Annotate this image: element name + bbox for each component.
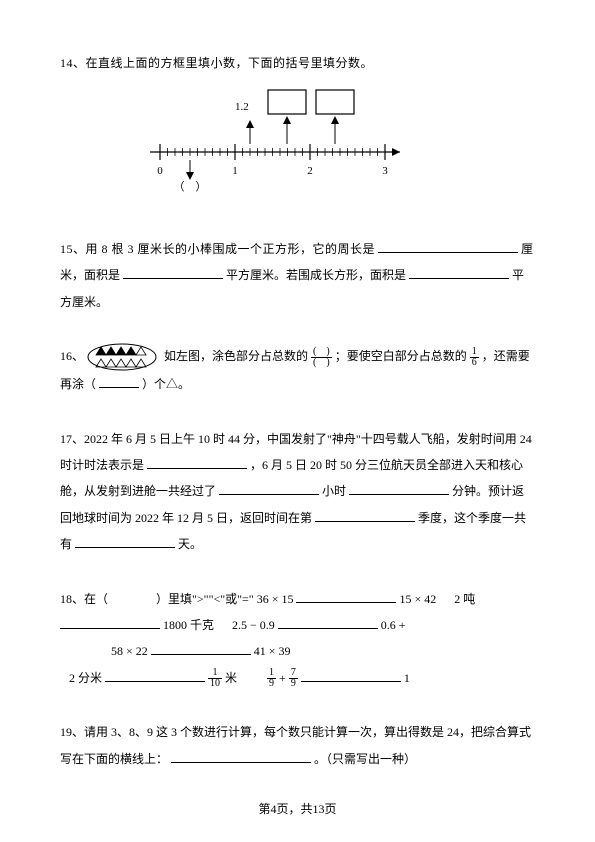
q17-blank-1[interactable] [147,455,247,469]
question-15: 15、用 8 根 3 厘米长的小棒围成一个正方形，它的周长是 厘米，面积是 平方… [60,236,535,315]
q17-c: 小时 [322,484,346,498]
q18-blank-3[interactable] [151,641,251,655]
q18-i5-frac2: 79 [289,668,298,689]
q18-blank-1[interactable] [60,615,160,629]
q16-suffix: ）个△。 [142,377,190,391]
q15-blank-2[interactable] [123,265,223,279]
svg-text:3: 3 [382,165,388,177]
q18-i3r: 41 × 39 [254,644,291,658]
q18-prefix: 18、在（ ）里填">""<"或"=" [60,592,254,606]
q18-i1l: 2 吨 [454,592,475,606]
q15-blank-1[interactable] [378,239,518,253]
triangles-diagram [87,343,157,371]
q15-a: 15、用 8 根 3 厘米长的小棒围成一个正方形，它的周长是 [60,242,375,256]
question-19: 19、请用 3、8、9 这 3 个数进行计算，每个数只能计算一次，算出得数是 2… [60,719,535,772]
q17-f: 天。 [178,537,202,551]
q18-blank-2[interactable] [278,615,378,629]
q18-i2l: 2.5 − 0.9 [232,618,275,632]
question-18: 18、在（ ）里填">""<"或"=" 36 × 15 15 × 42 2 吨 … [60,586,535,692]
q19-blank[interactable] [171,749,311,763]
number-line-diagram: 0 1 2 3 1.2 （ ） [140,82,420,192]
q16-m1: 如左图，涂色部分占总数的 [164,349,308,363]
page-footer: 第4页，共13页 [0,796,595,822]
svg-text:0: 0 [157,165,163,177]
q18-i2r: 0.6 + [381,618,406,632]
q16-prefix: 16、 [60,349,84,363]
q17-blank-5[interactable] [75,534,175,548]
q18-i4l: 2 分米 [69,671,102,685]
q18-i1r: 1800 千克 [163,618,214,632]
q18-blank-5[interactable] [301,668,401,682]
q15-u2: 平方厘米。若围成长方形，面积是 [226,268,406,282]
q18-blank-0[interactable] [296,589,396,603]
question-16: 16、 如左图，涂色部分占总数的 ( )( ) ；要使空白部分占总数的 16 ，… [60,343,535,398]
footer-page: 第4页， [258,802,300,816]
svg-text:1: 1 [232,165,238,177]
q18-i4-frac: 110 [208,668,222,689]
q18-blank-4[interactable] [105,668,205,682]
q18-i5-frac1: 19 [267,668,276,689]
q19-b: 。（只需写出一种） [314,752,416,766]
q18-i5-plus: + [279,671,289,685]
q18-i0r: 15 × 42 [399,592,436,606]
q15-blank-3[interactable] [409,265,509,279]
q18-i5r: 1 [404,671,410,685]
svg-text:2: 2 [307,165,313,177]
footer-total: 共13页 [301,802,337,816]
svg-text:（ ）: （ ） [174,180,207,192]
q18-i3l: 58 × 22 [111,644,148,658]
q17-blank-3[interactable] [349,481,449,495]
svg-text:1.2: 1.2 [235,101,249,113]
q16-m2: ；要使空白部分占总数的 [335,349,467,363]
q18-i4r: 米 [225,671,237,685]
q17-blank-4[interactable] [315,508,415,522]
q16-blank[interactable] [99,374,139,388]
q16-frac-blank[interactable]: ( )( ) [311,347,332,368]
q17-blank-2[interactable] [219,481,319,495]
question-17: 17、2022 年 6 月 5 日上午 10 时 44 分，中国发射了"神舟"十… [60,426,535,558]
q14-text: 14、在直线上面的方框里填小数，下面的括号里填分数。 [60,50,535,76]
q18-i0l: 36 × 15 [257,592,294,606]
question-14: 14、在直线上面的方框里填小数，下面的括号里填分数。 0 1 2 3 1.2 [60,50,535,208]
q16-frac2: 16 [470,347,479,368]
